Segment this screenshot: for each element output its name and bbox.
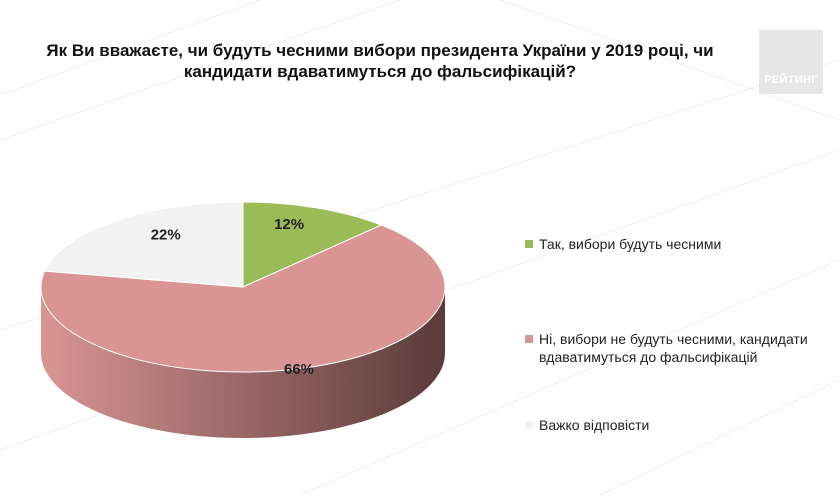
rating-logo: РЕЙТИНГ: [759, 30, 823, 94]
legend-label: Ні, вибори не будуть чесними, кандидати …: [539, 331, 808, 365]
legend-item-2: Ні, вибори не будуть чесними, кандидати …: [525, 330, 819, 366]
legend-item-3: Важко відповісти: [525, 416, 649, 434]
legend-swatch: [525, 421, 533, 429]
slice-2-side: [41, 287, 445, 438]
slice-2-value-label: 66%: [284, 361, 314, 378]
slice-1-top: [242, 201, 383, 288]
slice-3-top: [43, 201, 244, 288]
chart-title: Як Ви вважаєте, чи будуть чесними вибори…: [46, 41, 714, 81]
legend-swatch: [525, 335, 533, 343]
slice-2-top: [40, 224, 446, 373]
logo-text: РЕЙТИНГ: [764, 74, 818, 86]
legend-swatch: [525, 240, 533, 248]
legend-label: Важко відповісти: [539, 417, 650, 433]
slice-3-value-label: 22%: [151, 227, 181, 244]
slice-1-value-label: 12%: [274, 216, 304, 233]
legend-item-1: Так, вибори будуть чесними: [525, 235, 721, 253]
legend-label: Так, вибори будуть чесними: [539, 236, 722, 252]
